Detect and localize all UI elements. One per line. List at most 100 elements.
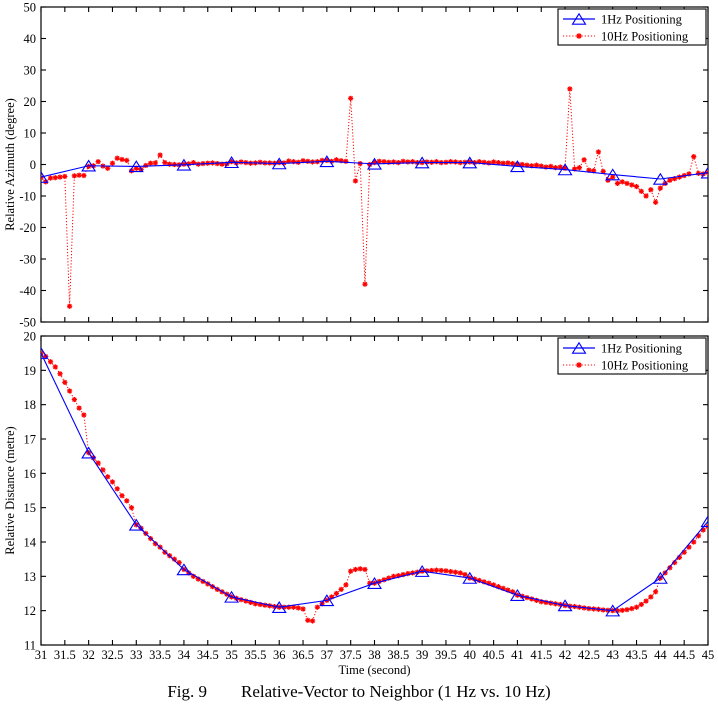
asterisk-marker: [57, 174, 63, 180]
asterisk-marker: [638, 601, 644, 608]
triangle-marker: [414, 156, 430, 169]
asterisk-arm: [41, 350, 44, 355]
asterisk-arm: [41, 352, 44, 356]
asterisk-marker: [581, 157, 587, 163]
xtick-label: 41: [511, 648, 524, 662]
asterisk-arm: [691, 539, 697, 545]
asterisk-arm: [148, 160, 153, 166]
asterisk-arm: [353, 178, 358, 184]
asterisk-marker: [57, 371, 63, 377]
asterisk-marker: [105, 474, 111, 480]
triangle-marker: [319, 594, 335, 607]
asterisk-arm: [386, 575, 392, 581]
ytick-label: 17: [24, 433, 37, 447]
asterisk-arm: [238, 597, 244, 602]
legend-box: [557, 8, 707, 46]
asterisk-arm: [72, 173, 77, 179]
xtick-label: 36: [273, 648, 286, 662]
triangle-marker: [81, 159, 97, 172]
asterisk-marker: [81, 172, 87, 179]
asterisk-arm: [453, 569, 458, 575]
asterisk-arm: [133, 165, 139, 171]
series-group-relative-distance: 1Hz Positioning 10Hz Positioning: [41, 337, 708, 624]
triangle-marker: [319, 155, 335, 168]
triangle-marker: [509, 588, 525, 601]
ytick-label: 0: [30, 158, 36, 172]
asterisk-arm: [648, 594, 654, 600]
asterisk-arm: [114, 486, 120, 492]
asterisk-marker: [343, 158, 349, 164]
asterisk-marker: [638, 188, 644, 194]
asterisk-arm: [105, 165, 111, 171]
xtick-label: 36.5: [292, 648, 314, 662]
asterisk-marker: [686, 544, 692, 550]
asterisk-arm: [100, 467, 106, 473]
asterisk-marker: [62, 173, 68, 180]
asterisk-marker: [505, 160, 511, 166]
ytick-label: -10: [19, 190, 36, 204]
asterisk-arm: [453, 159, 458, 165]
xtick-label: 31: [35, 648, 48, 662]
asterisk-arm: [48, 175, 53, 181]
asterisk-arm: [95, 159, 101, 164]
asterisk-marker: [109, 160, 116, 166]
xtick-label: 41.5: [530, 648, 552, 662]
asterisk-arm: [472, 576, 477, 582]
asterisk-marker: [600, 168, 606, 175]
asterisk-marker: [433, 159, 440, 165]
asterisk-marker: [695, 533, 702, 539]
asterisk-arm: [229, 159, 234, 164]
asterisk-arm: [110, 160, 115, 166]
asterisk-arm: [376, 159, 382, 164]
asterisk-marker: [429, 567, 435, 574]
triangle-marker: [367, 157, 382, 170]
asterisk-arm: [315, 604, 320, 610]
xtick-label: 43: [606, 648, 619, 662]
asterisk-arm: [86, 164, 91, 169]
asterisk-marker: [295, 605, 301, 611]
asterisk-marker: [76, 405, 82, 411]
asterisk-arm: [567, 86, 573, 92]
asterisk-marker: [629, 182, 635, 188]
asterisk-marker: [76, 172, 82, 178]
triangle-marker: [367, 576, 382, 589]
asterisk-arm: [534, 162, 539, 168]
asterisk-marker: [448, 159, 454, 165]
asterisk-marker: [305, 617, 311, 623]
asterisk-marker: [691, 539, 697, 545]
asterisk-arm: [667, 177, 673, 183]
triangle-marker: [176, 158, 192, 171]
asterisk-arm: [295, 605, 301, 611]
asterisk-arm: [62, 174, 68, 179]
figure-caption: Fig. 9 Relative-Vector to Neighbor (1 Hz…: [167, 682, 551, 701]
triangle-marker: [652, 571, 668, 584]
asterisk-marker: [338, 586, 344, 592]
triangle-marker: [81, 446, 97, 459]
asterisk-arm: [81, 412, 87, 418]
asterisk-arm: [153, 160, 158, 166]
asterisk-marker: [652, 589, 659, 595]
asterisk-marker: [648, 594, 654, 600]
asterisk-marker: [147, 160, 154, 166]
asterisk-arm: [600, 169, 606, 174]
asterisk-marker: [352, 178, 359, 184]
asterisk-arm: [119, 157, 125, 162]
ytick-label: 14: [24, 536, 37, 550]
asterisk-arm: [367, 580, 373, 586]
ytick-label: 12: [24, 604, 37, 618]
ytick-label: 19: [24, 364, 37, 378]
triangle-marker: [271, 600, 287, 613]
xtick-label: 45: [702, 648, 715, 662]
asterisk-marker: [119, 493, 125, 499]
asterisk-arm: [305, 617, 311, 623]
asterisk-arm: [124, 498, 130, 504]
legend-box: [557, 337, 707, 375]
ytick-label: 30: [24, 64, 37, 78]
triangle-marker: [462, 156, 478, 169]
triangle-marker: [128, 160, 144, 173]
asterisk-marker: [548, 163, 554, 169]
triangle-marker: [41, 170, 49, 183]
asterisk-arm: [596, 149, 601, 155]
ytick-label: 50: [24, 1, 37, 15]
asterisk-arm: [353, 567, 358, 572]
